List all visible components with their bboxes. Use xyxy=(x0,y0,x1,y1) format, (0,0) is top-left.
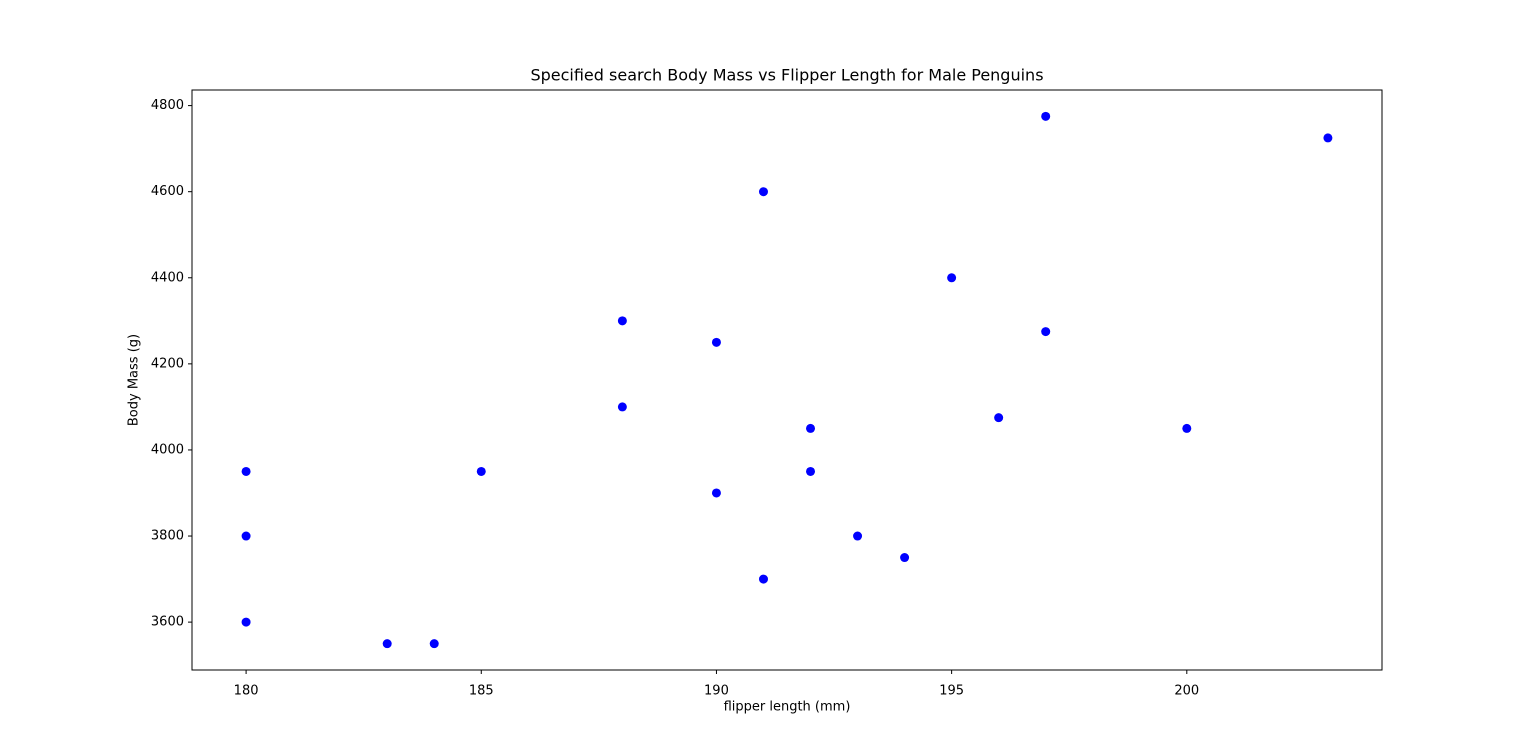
point xyxy=(853,531,863,541)
point xyxy=(711,337,721,347)
point xyxy=(758,574,768,584)
y-tick-label: 4000 xyxy=(151,442,184,457)
point xyxy=(429,639,439,649)
point xyxy=(617,316,627,326)
point xyxy=(241,617,251,627)
x-axis-label: flipper length (mm) xyxy=(724,700,851,715)
point xyxy=(806,423,816,433)
point xyxy=(1041,327,1051,337)
x-tick-label: 195 xyxy=(939,684,964,699)
point xyxy=(994,413,1004,423)
point xyxy=(758,187,768,197)
y-tick-label: 4400 xyxy=(151,270,184,285)
y-tick-label: 4600 xyxy=(151,184,184,199)
plot-frame xyxy=(191,89,1383,671)
y-tick-label: 4800 xyxy=(151,98,184,113)
y-tick-label: 4200 xyxy=(151,356,184,371)
point xyxy=(947,273,957,283)
x-tick-label: 180 xyxy=(234,684,259,699)
point xyxy=(241,531,251,541)
point xyxy=(1182,423,1192,433)
x-tick-label: 185 xyxy=(469,684,494,699)
point xyxy=(382,639,392,649)
point xyxy=(711,488,721,498)
point xyxy=(617,402,627,412)
point xyxy=(476,466,486,476)
point xyxy=(1323,133,1333,143)
chart-title: Specified search Body Mass vs Flipper Le… xyxy=(530,66,1043,85)
point xyxy=(806,466,816,476)
y-axis-label: Body Mass (g) xyxy=(127,334,142,426)
y-tick-label: 3600 xyxy=(151,615,184,630)
point xyxy=(900,553,910,563)
x-tick-label: 200 xyxy=(1174,684,1199,699)
point xyxy=(241,466,251,476)
y-tick-label: 3800 xyxy=(151,529,184,544)
x-tick-label: 190 xyxy=(704,684,729,699)
point xyxy=(1041,111,1051,121)
